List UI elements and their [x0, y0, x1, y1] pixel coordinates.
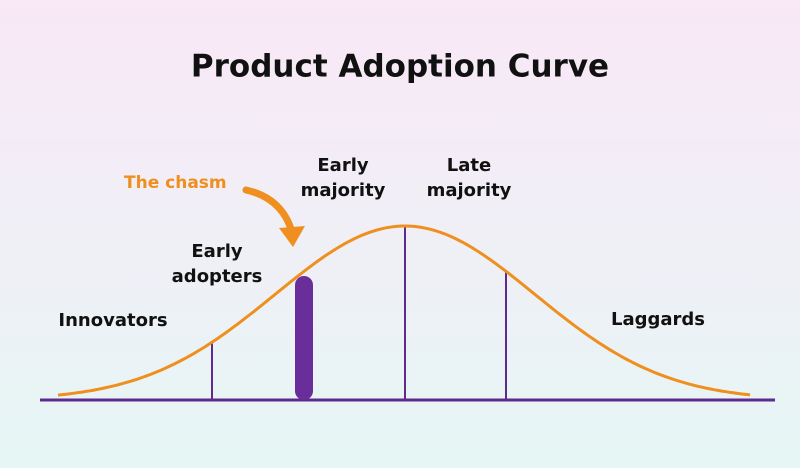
title: Product Adoption Curve: [191, 49, 609, 85]
segment-label: majority: [427, 180, 512, 201]
segment-label: Early: [317, 155, 368, 176]
segment-label: Early: [191, 241, 242, 262]
chasm-bar: [295, 276, 313, 400]
segment-label: majority: [301, 180, 386, 201]
chasm-arrowhead: [279, 226, 305, 247]
adoption-curve: [57, 224, 751, 397]
segment-label: Innovators: [58, 310, 167, 331]
segment-label: adopters: [172, 266, 263, 287]
segment-label: Late: [447, 155, 491, 176]
chasm-arrow: [242, 186, 296, 236]
chasm-label: The chasm: [124, 173, 227, 193]
segment-label: Laggards: [611, 309, 705, 330]
